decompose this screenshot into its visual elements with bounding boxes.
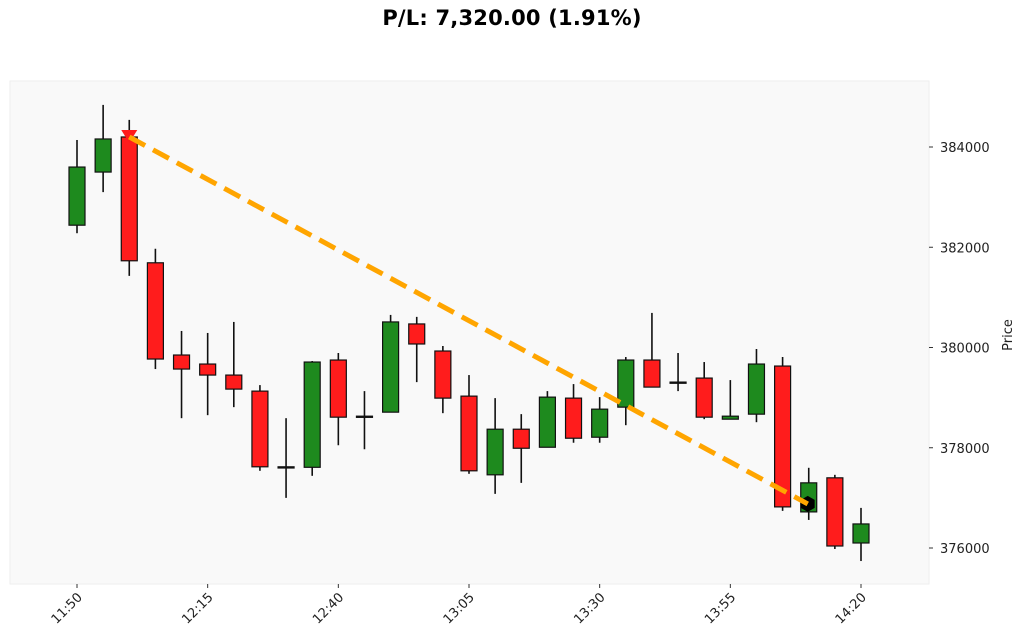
x-tick-label: 14:20 [833, 590, 870, 627]
candle [512, 414, 530, 483]
candle-body-down [225, 374, 243, 390]
candle-body-up [486, 428, 504, 476]
candle [225, 321, 243, 408]
candle-body-down [643, 359, 661, 388]
candle [94, 104, 112, 193]
x-axis: 11:50 12:15 12:40 13:05 13:30 13:55 14:20 [49, 584, 870, 627]
candle-body-down [251, 390, 269, 468]
candle-body-down [199, 363, 217, 376]
y-axis-label: Price [1001, 319, 1016, 351]
candle [329, 353, 347, 446]
candle-body-up [852, 523, 870, 544]
candle [199, 332, 217, 416]
candle [721, 380, 739, 420]
candle-body-down [512, 428, 530, 449]
candle-body-down [120, 136, 138, 262]
y-tick-label: 376000 [940, 542, 990, 557]
candle [382, 314, 400, 413]
y-tick-label: 380000 [940, 342, 990, 357]
candle-body-up [303, 361, 321, 468]
candle [617, 357, 635, 426]
x-tick-label: 13:55 [702, 590, 739, 627]
x-tick-label: 13:05 [441, 590, 478, 627]
candle-body-up [94, 138, 112, 173]
y-axis: 376000 378000 380000 382000 384000 [929, 141, 990, 557]
x-tick-label: 12:15 [179, 590, 216, 627]
candle-body-down [434, 350, 452, 399]
candle [486, 398, 504, 494]
candle-body-up [68, 166, 86, 226]
candle-body-up [538, 396, 557, 448]
x-tick-label: 12:40 [310, 590, 347, 627]
candle [669, 353, 687, 392]
candle-body-down [408, 323, 426, 345]
candle [538, 391, 557, 448]
candle-body-up [617, 359, 635, 408]
candle [773, 357, 792, 511]
candle-body-down [826, 477, 844, 547]
candle-body-down [146, 262, 164, 360]
candle-body-up [382, 321, 400, 413]
candle [68, 139, 86, 234]
candle [408, 316, 426, 383]
candle-body-down [172, 354, 191, 370]
candle [303, 361, 321, 476]
trade-overlay [121, 129, 815, 512]
candle-body-up [747, 363, 766, 415]
x-tick-label: 13:30 [571, 590, 608, 627]
trade-line [128, 134, 809, 507]
candle-body-down [695, 377, 713, 418]
candle [564, 384, 583, 443]
y-tick-label: 384000 [940, 141, 990, 156]
candle-body-up [355, 415, 374, 418]
candle [643, 312, 661, 388]
candle [591, 397, 609, 443]
candle [355, 391, 374, 450]
candle-body-up [721, 415, 739, 420]
candle [852, 507, 870, 562]
candle [434, 345, 452, 414]
candle [826, 474, 844, 550]
candle [251, 385, 269, 471]
y-tick-label: 378000 [940, 442, 990, 457]
candle [277, 418, 295, 498]
candles-group [68, 104, 870, 562]
x-tick-label: 11:50 [49, 590, 86, 627]
chart-title: P/L: 7,320.00 (1.91%) [382, 6, 642, 30]
candle-body-up [591, 408, 609, 438]
candle-body-down [773, 365, 792, 508]
candle-body-down [277, 466, 295, 469]
candle-body-down [460, 395, 478, 472]
candle [172, 330, 191, 419]
candle [695, 362, 713, 420]
candle [120, 119, 138, 276]
candle-body-down [329, 359, 347, 418]
candle-body-down [669, 381, 687, 384]
candle [146, 248, 164, 370]
y-tick-label: 382000 [940, 241, 990, 256]
entry-marker-triangle-icon [121, 129, 138, 143]
candle-body-down [564, 397, 583, 439]
candle [460, 375, 478, 474]
candle [747, 349, 766, 423]
